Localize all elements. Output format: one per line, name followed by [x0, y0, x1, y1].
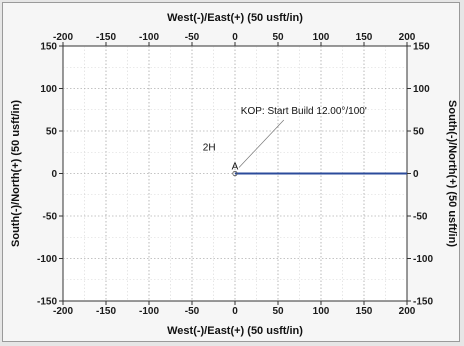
x-tick-label-top: 0 [232, 32, 238, 43]
x-tick-label-bottom: 0 [232, 306, 238, 317]
y-tick-label-left: 150 [40, 42, 57, 53]
x-tick-label-top: 200 [399, 32, 416, 43]
x-tick-label-bottom: -150 [96, 306, 116, 317]
x-tick-label-top: 50 [272, 32, 284, 43]
y-axis-title-left: South(-)/North(+) (50 usft/in) [10, 100, 22, 247]
x-tick-label-top: -200 [53, 32, 73, 43]
x-tick-label-bottom: -200 [53, 306, 73, 317]
y-tick-label-left: 0 [51, 169, 57, 180]
x-tick-label-top: 100 [313, 32, 330, 43]
y-tick-label-right: 50 [413, 127, 425, 138]
x-tick-label-bottom: -50 [185, 306, 200, 317]
y-tick-label-right: 0 [413, 169, 419, 180]
y-tick-label-left: 50 [46, 127, 58, 138]
x-tick-label-bottom: 200 [399, 306, 416, 317]
annotations: KOP: Start Build 12.00°/100' 2H A [203, 106, 367, 177]
x-tick-label-bottom: 50 [272, 306, 284, 317]
x-tick-label-bottom: 100 [313, 306, 330, 317]
axis-ticks: -200-200-150-150-100-100-50-500050501001… [37, 32, 433, 317]
y-tick-label-right: 100 [413, 84, 430, 95]
origin-marker [232, 170, 238, 177]
x-tick-label-top: -150 [96, 32, 116, 43]
y-tick-label-left: 100 [40, 84, 57, 95]
y-tick-label-right: -150 [413, 297, 433, 308]
x-tick-label-bottom: 150 [356, 306, 373, 317]
y-tick-label-right: -100 [413, 254, 433, 265]
x-axis-title-top: West(-)/East(+) (50 usft/in) [167, 12, 303, 24]
kop-leader-line [238, 119, 285, 168]
x-tick-label-bottom: -100 [139, 306, 159, 317]
point-a-label: A [232, 161, 239, 172]
x-tick-label-top: 150 [356, 32, 373, 43]
x-tick-label-top: -50 [185, 32, 200, 43]
well-name-label: 2H [203, 143, 216, 154]
y-tick-label-left: -50 [43, 212, 58, 223]
x-tick-label-top: -100 [139, 32, 159, 43]
y-axis-title-right: South(-)/North(+) (50 usft/in) [446, 100, 458, 247]
y-tick-label-right: -50 [413, 212, 428, 223]
y-tick-label-left: -150 [37, 297, 57, 308]
y-tick-label-left: -100 [37, 254, 57, 265]
y-tick-label-right: 150 [413, 42, 430, 53]
kop-label: KOP: Start Build 12.00°/100' [241, 106, 367, 117]
x-axis-title-bottom: West(-)/East(+) (50 usft/in) [167, 325, 303, 337]
